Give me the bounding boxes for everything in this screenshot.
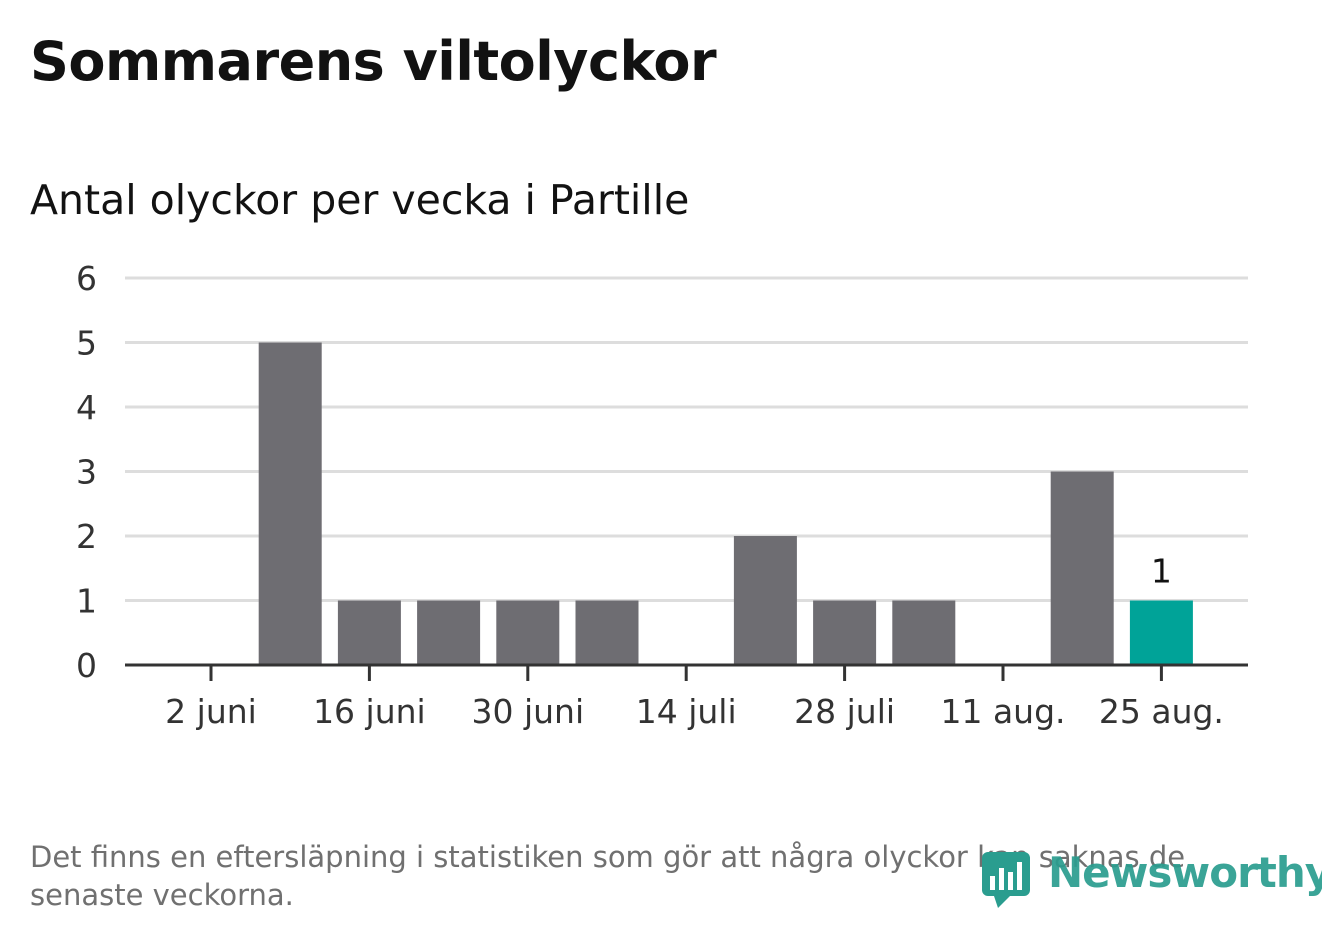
x-tick-label: 2 juni bbox=[165, 692, 257, 731]
bar bbox=[892, 600, 956, 665]
y-tick-label: 4 bbox=[76, 388, 97, 427]
y-tick-label: 3 bbox=[76, 453, 97, 492]
chart-title: Sommarens viltolyckor bbox=[30, 30, 717, 93]
x-tick-label: 28 juli bbox=[794, 692, 895, 731]
bar bbox=[258, 342, 322, 665]
x-tick-label: 11 aug. bbox=[940, 692, 1065, 731]
x-tick-label: 25 aug. bbox=[1099, 692, 1224, 731]
newsworthy-bar-chart-icon bbox=[982, 852, 1030, 908]
x-tick-label: 14 juli bbox=[636, 692, 737, 731]
bar bbox=[337, 600, 401, 665]
newsworthy-logo: Newsworthy bbox=[980, 846, 1322, 912]
chart-subtitle: Antal olyckor per vecka i Partille bbox=[30, 176, 690, 224]
bar bbox=[813, 600, 877, 665]
y-tick-label: 5 bbox=[76, 324, 97, 363]
x-tick-label: 30 juni bbox=[471, 692, 584, 731]
y-tick-label: 6 bbox=[76, 259, 97, 298]
highlight-bar bbox=[1129, 600, 1193, 665]
y-tick-label: 0 bbox=[76, 646, 97, 685]
bar-chart: 0 1 2 3 4 5 6 1 2 juni 16 juni 30 juni 14 juli 28 ju… bbox=[76, 259, 1248, 731]
y-tick-label: 1 bbox=[76, 582, 97, 621]
bar bbox=[733, 536, 797, 665]
bar bbox=[496, 600, 560, 665]
bar bbox=[1050, 471, 1114, 665]
logo-text: Newsworthy bbox=[1048, 848, 1322, 897]
bar bbox=[417, 600, 481, 665]
y-tick-label: 2 bbox=[76, 517, 97, 556]
bar bbox=[575, 600, 639, 665]
data-label: 1 bbox=[1151, 552, 1172, 591]
x-tick-label: 16 juni bbox=[313, 692, 426, 731]
